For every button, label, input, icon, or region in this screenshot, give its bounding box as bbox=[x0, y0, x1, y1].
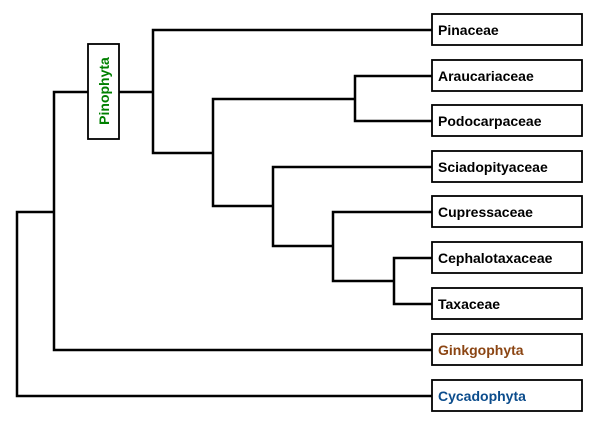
taxon-cephalotaxaceae: Cephalotaxaceae bbox=[431, 241, 583, 274]
taxon-cycadophyta: Cycadophyta bbox=[431, 379, 583, 412]
taxon-label: Taxaceae bbox=[438, 296, 500, 312]
branch-cupressaceae-taxaceae bbox=[331, 210, 432, 283]
pinophyta-label: Pinophyta bbox=[96, 57, 112, 125]
taxon-box bbox=[431, 379, 583, 412]
taxon-label: Podocarpaceae bbox=[438, 113, 542, 129]
taxon-label: Ginkgophyta bbox=[438, 342, 524, 358]
taxon-label: Cephalotaxaceae bbox=[438, 250, 553, 266]
branch-cupressales bbox=[271, 165, 432, 248]
taxon-cupressaceae: Cupressaceae bbox=[431, 195, 583, 228]
taxon-label: Sciadopityaceae bbox=[438, 159, 548, 175]
branch-non-pinaceae bbox=[211, 97, 355, 208]
branch-root bbox=[15, 210, 432, 398]
branch-ginkgo-conifer bbox=[52, 90, 432, 352]
taxon-label: Araucariaceae bbox=[438, 68, 534, 84]
taxon-label: Pinaceae bbox=[438, 22, 499, 38]
taxon-sciadopityaceae: Sciadopityaceae bbox=[431, 150, 583, 183]
taxon-box bbox=[431, 150, 583, 183]
taxon-box bbox=[431, 104, 583, 137]
taxon-podocarpaceae: Podocarpaceae bbox=[431, 104, 583, 137]
taxon-boxes: Pinaceae Araucariaceae Podocarpaceae Sciado… bbox=[431, 13, 583, 412]
taxon-box bbox=[431, 333, 583, 366]
branch-araucariales bbox=[353, 74, 432, 123]
taxon-label: Cupressaceae bbox=[438, 204, 533, 220]
taxon-box bbox=[431, 287, 583, 320]
taxon-box bbox=[431, 13, 583, 46]
taxon-box bbox=[431, 59, 583, 92]
taxon-pinaceae: Pinaceae bbox=[431, 13, 583, 46]
pinophyta-label-box: Pinophyta bbox=[87, 43, 120, 140]
taxon-box bbox=[431, 241, 583, 274]
taxon-label: Cycadophyta bbox=[438, 388, 526, 404]
taxon-taxaceae: Taxaceae bbox=[431, 287, 583, 320]
taxon-araucariaceae: Araucariaceae bbox=[431, 59, 583, 92]
tree-branches bbox=[15, 28, 432, 398]
branch-taxaceae-group bbox=[392, 256, 432, 306]
taxon-ginkgophyta: Ginkgophyta bbox=[431, 333, 583, 366]
branch-pinophyta bbox=[151, 28, 432, 155]
taxon-box bbox=[431, 195, 583, 228]
